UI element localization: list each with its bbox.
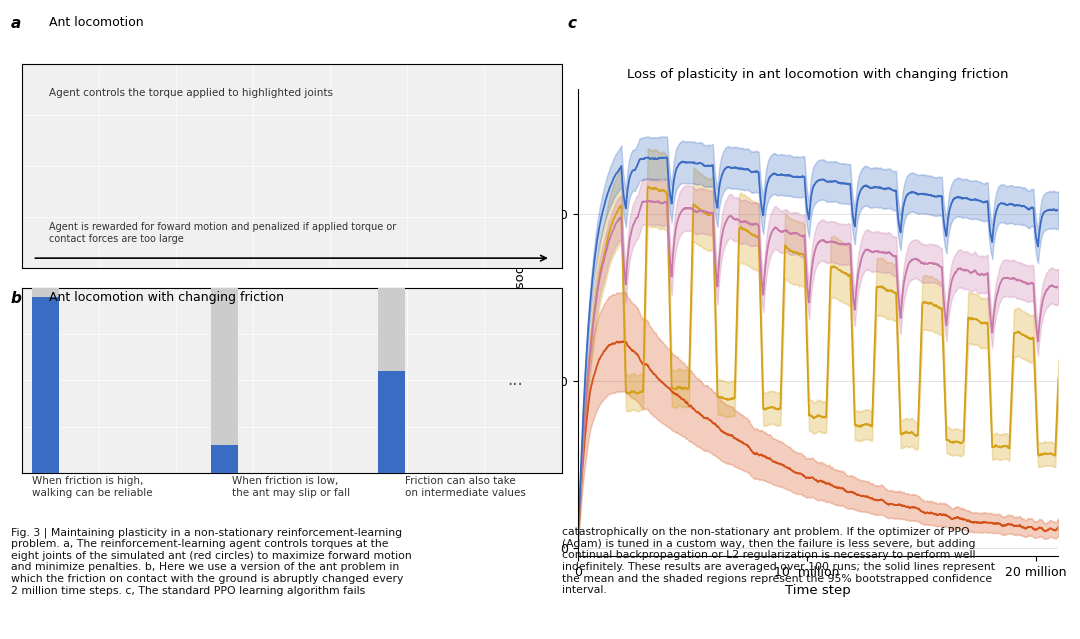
Bar <box>211 445 238 473</box>
Text: Ant locomotion with changing friction: Ant locomotion with changing friction <box>49 291 284 304</box>
Bar <box>211 288 238 473</box>
Text: Ant locomotion: Ant locomotion <box>49 16 144 29</box>
Text: Agent controls the torque applied to highlighted joints: Agent controls the torque applied to hig… <box>49 88 333 98</box>
X-axis label: Time step: Time step <box>785 584 851 597</box>
Bar <box>378 371 405 473</box>
Title: Loss of plasticity in ant locomotion with changing friction: Loss of plasticity in ant locomotion wit… <box>627 68 1009 81</box>
Bar <box>32 296 59 473</box>
Y-axis label: Reward per episode: Reward per episode <box>514 256 527 389</box>
Text: c: c <box>567 16 576 31</box>
Bar <box>211 450 238 473</box>
Text: When friction is low,
the ant may slip or fall: When friction is low, the ant may slip o… <box>232 476 350 498</box>
Text: Friction can also take
on intermediate values: Friction can also take on intermediate v… <box>405 476 526 498</box>
Bar <box>32 288 59 473</box>
Text: a: a <box>11 16 21 31</box>
Bar <box>378 288 405 473</box>
Text: catastrophically on the non-stationary ant problem. If the optimizer of PPO
(Ada: catastrophically on the non-stationary a… <box>562 527 995 595</box>
Bar <box>378 371 405 473</box>
Text: Agent is rewarded for foward motion and penalized if applied torque or
contact f: Agent is rewarded for foward motion and … <box>49 222 396 244</box>
Text: ...: ... <box>508 371 524 389</box>
Text: When friction is high,
walking can be reliable: When friction is high, walking can be re… <box>32 476 153 498</box>
Bar <box>32 296 59 473</box>
Text: b: b <box>11 291 22 305</box>
Text: Fig. 3 | Maintaining plasticity in a non-stationary reinforcement-learning
probl: Fig. 3 | Maintaining plasticity in a non… <box>11 527 411 596</box>
